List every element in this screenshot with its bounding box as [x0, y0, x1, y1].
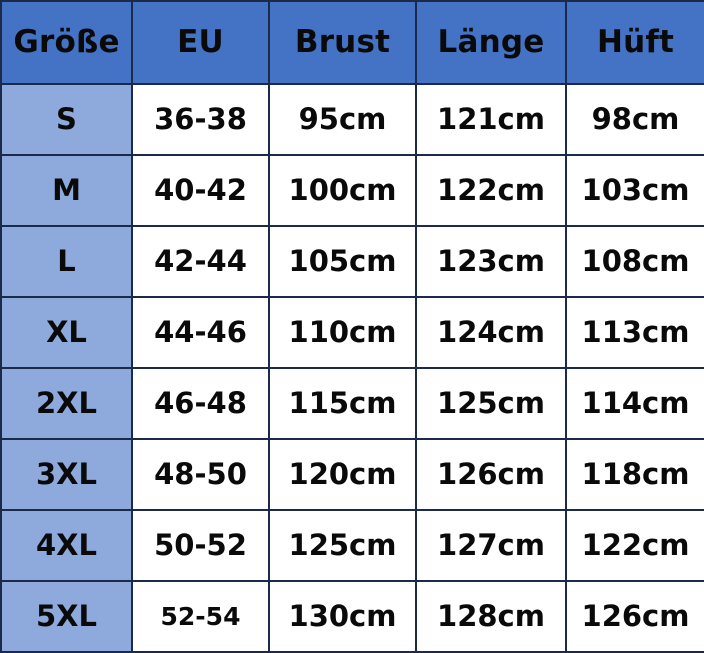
- header-row: Größe EU Brust Länge Hüft: [0, 0, 704, 85]
- table-row: XL 44-46 110cm 124cm 113cm: [0, 296, 704, 369]
- table-cell-length: 123cm: [415, 225, 567, 298]
- size-label-cell: M: [0, 154, 133, 227]
- column-header-size: Größe: [0, 0, 133, 85]
- table-cell-length: 127cm: [415, 509, 567, 582]
- table-cell-chest: 100cm: [268, 154, 417, 227]
- table-cell-chest: 125cm: [268, 509, 417, 582]
- table-cell-hip: 103cm: [565, 154, 704, 227]
- size-label-cell: 3XL: [0, 438, 133, 511]
- table-cell-chest: 105cm: [268, 225, 417, 298]
- size-chart-header: Größe EU Brust Länge Hüft: [0, 0, 704, 85]
- table-cell-length: 124cm: [415, 296, 567, 369]
- table-cell-hip: 108cm: [565, 225, 704, 298]
- table-cell-chest: 95cm: [268, 83, 417, 156]
- table-cell-eu: 52-54: [131, 580, 270, 653]
- table-cell-hip: 98cm: [565, 83, 704, 156]
- size-label-cell: 4XL: [0, 509, 133, 582]
- table-cell-chest: 120cm: [268, 438, 417, 511]
- table-cell-length: 122cm: [415, 154, 567, 227]
- table-cell-chest: 130cm: [268, 580, 417, 653]
- table-cell-eu: 40-42: [131, 154, 270, 227]
- table-row: 3XL 48-50 120cm 126cm 118cm: [0, 438, 704, 511]
- size-label-cell: 2XL: [0, 367, 133, 440]
- size-chart-body: S 36-38 95cm 121cm 98cm M 40-42 100cm 122cm 103cm…: [0, 83, 704, 653]
- table-cell-length: 121cm: [415, 83, 567, 156]
- table-cell-eu: 48-50: [131, 438, 270, 511]
- table-row: M 40-42 100cm 122cm 103cm: [0, 154, 704, 227]
- size-label-cell: 5XL: [0, 580, 133, 653]
- table-row: L 42-44 105cm 123cm 108cm: [0, 225, 704, 298]
- size-label-cell: S: [0, 83, 133, 156]
- table-cell-length: 126cm: [415, 438, 567, 511]
- table-cell-eu: 46-48: [131, 367, 270, 440]
- table-cell-hip: 114cm: [565, 367, 704, 440]
- table-cell-length: 125cm: [415, 367, 567, 440]
- table-cell-chest: 115cm: [268, 367, 417, 440]
- table-cell-eu: 50-52: [131, 509, 270, 582]
- size-label-cell: XL: [0, 296, 133, 369]
- column-header-length: Länge: [415, 0, 567, 85]
- column-header-hip: Hüft: [565, 0, 704, 85]
- table-row: 4XL 50-52 125cm 127cm 122cm: [0, 509, 704, 582]
- column-header-eu: EU: [131, 0, 270, 85]
- column-header-chest: Brust: [268, 0, 417, 85]
- table-row: 2XL 46-48 115cm 125cm 114cm: [0, 367, 704, 440]
- table-row: S 36-38 95cm 121cm 98cm: [0, 83, 704, 156]
- table-cell-hip: 118cm: [565, 438, 704, 511]
- table-cell-hip: 113cm: [565, 296, 704, 369]
- table-cell-hip: 126cm: [565, 580, 704, 653]
- table-cell-eu: 36-38: [131, 83, 270, 156]
- table-cell-eu: 42-44: [131, 225, 270, 298]
- table-cell-chest: 110cm: [268, 296, 417, 369]
- table-cell-length: 128cm: [415, 580, 567, 653]
- size-label-cell: L: [0, 225, 133, 298]
- table-row: 5XL 52-54 130cm 128cm 126cm: [0, 580, 704, 653]
- table-cell-hip: 122cm: [565, 509, 704, 582]
- table-cell-eu: 44-46: [131, 296, 270, 369]
